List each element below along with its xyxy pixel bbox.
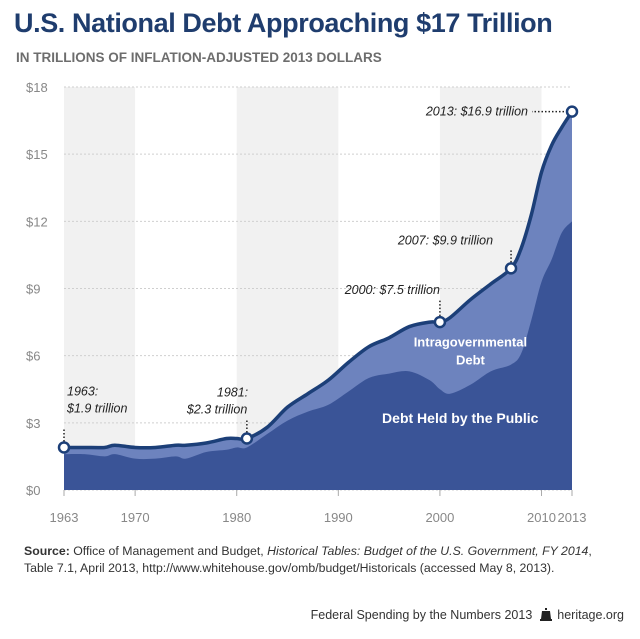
x-tick-label: 1963 bbox=[50, 510, 79, 525]
data-point-1963 bbox=[57, 441, 71, 454]
total-debt-line bbox=[63, 110, 574, 450]
chart-subtitle: IN TRILLIONS OF INFLATION-ADJUSTED 2013 … bbox=[16, 50, 382, 65]
chart-title: U.S. National Debt Approaching $17 Trill… bbox=[14, 8, 553, 38]
data-point-2000 bbox=[433, 315, 447, 329]
x-tick-label: 2013 bbox=[558, 510, 587, 525]
series-label-intragovernmental: Intragovernmental bbox=[414, 335, 527, 350]
footer-site: heritage.org bbox=[557, 608, 624, 622]
source-note: Source: Office of Management and Budget,… bbox=[24, 543, 624, 576]
source-title: Historical Tables: Budget of the U.S. Go… bbox=[267, 544, 589, 558]
data-point-2007 bbox=[504, 262, 518, 275]
x-tick-label: 1980 bbox=[222, 510, 251, 525]
y-tick-label: $12 bbox=[26, 214, 48, 229]
source-text-1: Office of Management and Budget, bbox=[69, 544, 268, 558]
source-label: Source: bbox=[24, 544, 70, 558]
series-label-intragovernmental-line2: Debt bbox=[456, 353, 486, 368]
x-tick-label: 1970 bbox=[121, 510, 150, 525]
y-tick-label: $15 bbox=[26, 147, 48, 162]
series-label-public: Debt Held by the Public bbox=[382, 410, 539, 426]
x-tick-label: 2010 bbox=[527, 510, 556, 525]
annotation-1963-line1: 1963: bbox=[67, 384, 98, 398]
annotation-2007: 2007: $9.9 trillion bbox=[397, 233, 493, 247]
area-debt-held-by-public bbox=[64, 221, 572, 491]
annotation-2013: 2013: $16.9 trillion bbox=[425, 105, 528, 119]
y-tick-label: $18 bbox=[26, 80, 48, 95]
debt-chart: $0 $3 $6 $9 $12 $15 $18 1963 1970 1980 1990 2000 201… bbox=[26, 80, 587, 525]
background-stripe-0 bbox=[64, 87, 136, 490]
y-tick-label: $0 bbox=[26, 483, 40, 498]
y-tick-label: $6 bbox=[26, 349, 40, 364]
annotation-1981-line2: $2.3 trillion bbox=[186, 403, 247, 417]
x-tick-label: 1990 bbox=[324, 510, 353, 525]
annotation-2000: 2000: $7.5 trillion bbox=[344, 283, 440, 297]
data-point-2013 bbox=[565, 105, 579, 118]
liberty-bell-icon bbox=[540, 608, 553, 621]
footer-publication: Federal Spending by the Numbers 2013 bbox=[310, 608, 533, 622]
annotation-1981-line1: 1981: bbox=[217, 386, 248, 400]
footer: Federal Spending by the Numbers 2013 her… bbox=[311, 608, 624, 622]
annotation-1963-line2: $1.9 trillion bbox=[66, 401, 127, 415]
y-tick-label: $9 bbox=[26, 282, 40, 297]
data-point-1981 bbox=[240, 432, 254, 445]
y-tick-label: $3 bbox=[26, 416, 40, 431]
source-text-2: , Table 7.1, April 2013, http://www.whit… bbox=[24, 544, 592, 575]
x-tick-label: 2000 bbox=[425, 510, 454, 525]
